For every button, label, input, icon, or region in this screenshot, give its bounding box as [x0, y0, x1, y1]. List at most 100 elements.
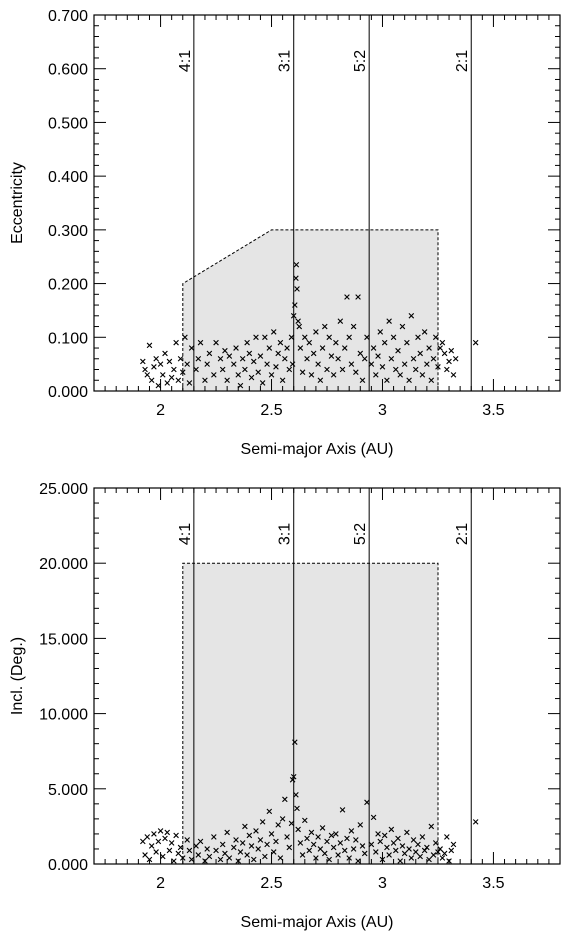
data-point [346, 855, 352, 861]
data-point [188, 856, 195, 863]
data-point [266, 808, 273, 815]
data-point [393, 366, 399, 373]
data-point [213, 847, 219, 854]
y-axis-title: Eccentricity [9, 162, 26, 244]
data-point [359, 377, 366, 384]
data-point [421, 847, 428, 854]
data-point [299, 852, 306, 858]
data-point [206, 853, 213, 860]
data-point [417, 350, 423, 357]
data-point [175, 850, 182, 857]
data-point [168, 840, 175, 846]
data-point [430, 355, 437, 362]
data-point [253, 334, 259, 341]
data-point [324, 838, 330, 845]
x-tick-label: 3.5 [482, 875, 504, 892]
data-point [259, 819, 266, 825]
region-outline [182, 229, 439, 391]
data-point [242, 823, 248, 830]
data-point [219, 366, 226, 373]
y-tick-label: 0.600 [48, 62, 88, 79]
data-point [319, 345, 326, 351]
data-point [344, 835, 350, 842]
data-point [397, 372, 404, 378]
data-point [450, 372, 457, 378]
resonance-label: 5:2 [352, 50, 369, 72]
data-point [302, 334, 308, 341]
data-point [304, 355, 310, 362]
data-point [204, 846, 210, 852]
data-point [290, 313, 297, 319]
data-point [430, 852, 437, 858]
data-point [292, 739, 298, 745]
data-point [344, 294, 350, 300]
data-point [379, 364, 386, 370]
data-point [173, 832, 179, 839]
data-point [357, 822, 364, 828]
data-point [399, 323, 406, 330]
data-point [250, 358, 257, 365]
data-point [289, 361, 296, 367]
data-point [330, 844, 337, 851]
data-point [279, 377, 286, 384]
data-point [419, 834, 426, 840]
data-point [288, 334, 295, 341]
x-tick-label: 2 [156, 875, 165, 892]
data-point [248, 374, 255, 381]
data-point [317, 846, 324, 852]
data-point [250, 856, 257, 863]
data-point [213, 339, 219, 346]
data-point [295, 318, 301, 324]
data-point [417, 853, 423, 860]
data-point [144, 834, 151, 840]
data-point [313, 329, 319, 335]
data-point [262, 853, 268, 860]
data-point [368, 361, 375, 367]
data-point [237, 382, 244, 389]
data-point [432, 334, 439, 341]
data-point [370, 814, 377, 821]
y-tick-label: 5.000 [48, 782, 88, 799]
data-point [381, 339, 388, 346]
y-tick-label: 0.700 [48, 8, 88, 25]
inclination-panel: 4:1 3:1 5:2 2:1 2 2.5 3 3.5 0.000 5.000 10.000 15.0… [9, 481, 561, 931]
y-tick-label: 0.000 [48, 384, 88, 401]
data-point [350, 846, 357, 852]
y-tick-label: 15.000 [39, 631, 88, 648]
data-point [333, 339, 339, 346]
data-point [435, 364, 441, 370]
data-point [377, 838, 384, 845]
data-point [277, 339, 284, 346]
x-axis-title: Semi-major Axis (AU) [241, 441, 394, 458]
data-point [239, 355, 246, 362]
data-point [330, 372, 337, 378]
y-tick-label: 0.300 [48, 223, 88, 240]
data-point [273, 838, 279, 845]
y-tick-label: 25.000 [39, 481, 88, 498]
data-point [406, 846, 412, 852]
data-point [377, 329, 384, 335]
resonance-label: 3:1 [277, 50, 294, 72]
data-point [286, 366, 293, 373]
data-point [357, 350, 364, 357]
data-point [239, 840, 246, 846]
data-point [424, 844, 430, 851]
data-point [155, 382, 162, 389]
data-point [373, 849, 379, 855]
data-point [155, 838, 162, 845]
data-point [306, 847, 313, 854]
data-point [255, 846, 261, 852]
data-point [164, 829, 171, 836]
data-point [177, 844, 184, 851]
x-tick-label: 3.5 [482, 402, 504, 419]
resonance-label: 3:1 [277, 523, 294, 545]
data-point [193, 843, 199, 849]
data-point [353, 369, 359, 375]
data-point [162, 350, 168, 357]
data-point [339, 807, 346, 813]
data-point [286, 844, 293, 851]
data-point [242, 366, 248, 373]
data-point [157, 828, 164, 834]
y-axis-title: Incl. (Deg.) [9, 637, 26, 715]
data-point [333, 831, 339, 837]
